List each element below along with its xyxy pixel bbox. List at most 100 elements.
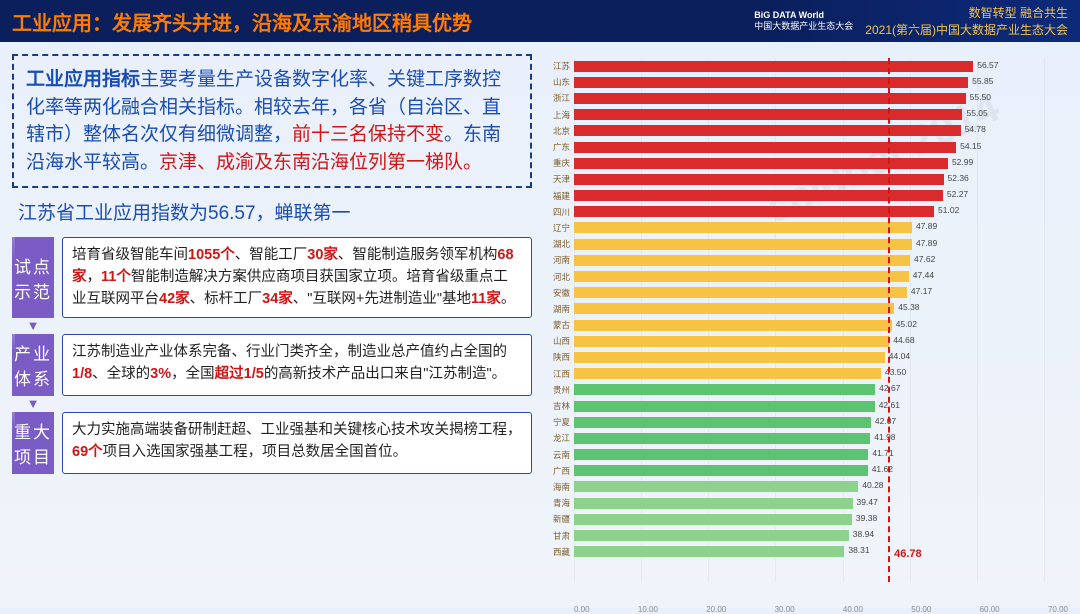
- bar-row: 陕西 44.04: [542, 349, 1068, 365]
- bar: [574, 449, 868, 460]
- bar-value: 52.99: [952, 157, 973, 167]
- bar-row: 江西43.50: [542, 366, 1068, 382]
- bar: [574, 206, 934, 217]
- bar-value: 39.47: [857, 497, 878, 507]
- page-title: 工业应用：发展齐头并进，沿海及京渝地区稍具优势: [12, 7, 472, 36]
- bar-label: 甘肃: [542, 530, 570, 542]
- bar-row: 云南41.71: [542, 447, 1068, 463]
- avg-line: [888, 58, 890, 582]
- bar-label: 湖北: [542, 238, 570, 250]
- bar-label: 广西: [542, 465, 570, 477]
- bar: [574, 142, 956, 153]
- bar-label: 山西: [542, 335, 570, 347]
- bar-chart: 江苏 56.57 山东 55.85 浙江55.50 上海 55.05 北京 54.78 广东54.…: [542, 58, 1068, 600]
- bar: [574, 61, 973, 72]
- bar-label: 重庆: [542, 157, 570, 169]
- bar-label: 山东: [542, 76, 570, 88]
- bar-label: 河南: [542, 254, 570, 266]
- bar: [574, 239, 912, 250]
- intro-key: 工业应用指标: [26, 69, 140, 90]
- bar-value: 47.89: [916, 221, 937, 231]
- bar-value: 47.44: [913, 270, 934, 280]
- bar-row: 甘肃38.94: [542, 527, 1068, 543]
- bar-label: 江苏: [542, 60, 570, 72]
- bar-label: 河北: [542, 271, 570, 283]
- bar: [574, 287, 907, 298]
- bar: [574, 336, 889, 347]
- header-logo: BiG DATA World 中国大数据产业生态大会 数智转型 融合共生 202…: [754, 4, 1068, 38]
- bar-row: 上海 55.05: [542, 107, 1068, 123]
- bar: [574, 417, 871, 428]
- bar-row: 河北 47.44: [542, 268, 1068, 284]
- bar-row: 四川51.02: [542, 204, 1068, 220]
- logo-brand: BiG DATA World: [754, 10, 853, 21]
- logo-sub: 中国大数据产业生态大会: [754, 21, 853, 32]
- bar-label: 北京: [542, 125, 570, 137]
- bar-label: 安徽: [542, 287, 570, 299]
- bar: [574, 384, 875, 395]
- bar-value: 55.85: [972, 76, 993, 86]
- left-column: 工业应用指标主要考量生产设备数字化率、关键工序数控化率等两化融合相关指标。相较去…: [12, 54, 532, 600]
- bar-row: 宁夏42.07: [542, 414, 1068, 430]
- bar-row: 安徽47.17: [542, 285, 1068, 301]
- header-tag-2: 2021(第六届)中国大数据产业生态大会: [865, 21, 1068, 38]
- bar-row: 龙江41.98: [542, 430, 1068, 446]
- content: 工业应用指标主要考量生产设备数字化率、关键工序数控化率等两化融合相关指标。相较去…: [0, 42, 1080, 608]
- bar: [574, 320, 892, 331]
- bar-row: 广东54.15: [542, 139, 1068, 155]
- bar-value: 55.50: [970, 92, 991, 102]
- header-tag-1: 数智转型 融合共生: [865, 4, 1068, 21]
- bar-value: 44.04: [889, 351, 910, 361]
- bar-value: 54.15: [960, 141, 981, 151]
- bar-row: 海南 40.28: [542, 479, 1068, 495]
- tag-3: 重大项目: [12, 412, 54, 474]
- arrow-2: ▼: [12, 400, 54, 408]
- block-1: 试点示范 培育省级智能车间1055个、智能工厂30家、智能制造服务领军机构68家…: [12, 237, 532, 318]
- bar-row: 贵州42.67: [542, 382, 1068, 398]
- bar: [574, 498, 853, 509]
- bar-row: 吉林42.61: [542, 398, 1068, 414]
- bar-value: 45.02: [896, 319, 917, 329]
- bar: [574, 303, 894, 314]
- bar-value: 52.27: [947, 189, 968, 199]
- bar-value: 40.28: [862, 480, 883, 490]
- bar-row: 河南 47.62: [542, 252, 1068, 268]
- intro-box: 工业应用指标主要考量生产设备数字化率、关键工序数控化率等两化融合相关指标。相较去…: [12, 54, 532, 188]
- bar-row: 浙江55.50: [542, 90, 1068, 106]
- bar-row: 湖南45.38: [542, 301, 1068, 317]
- bar-value: 51.02: [938, 205, 959, 215]
- bar-value: 55.05: [966, 108, 987, 118]
- block-2: 产业体系 江苏制造业产业体系完备、行业门类齐全，制造业总产值约占全国的1/8、全…: [12, 334, 532, 396]
- bar-row: 辽宁47.89: [542, 220, 1068, 236]
- bar: [574, 465, 868, 476]
- bar: [574, 109, 962, 120]
- bar-row: 湖北47.89: [542, 236, 1068, 252]
- bar-value: 56.57: [977, 60, 998, 70]
- arrow-1: ▼: [12, 322, 54, 330]
- bar: [574, 271, 909, 282]
- bar-row: 青海39.47: [542, 495, 1068, 511]
- bar: [574, 481, 858, 492]
- bar-label: 蒙古: [542, 319, 570, 331]
- box-3: 大力实施高端装备研制赶超、工业强基和关键核心技术攻关揭榜工程，69个项目入选国家…: [62, 412, 532, 474]
- bar-value: 41.98: [874, 432, 895, 442]
- bar: [574, 546, 844, 557]
- bar: [574, 401, 875, 412]
- bar: [574, 433, 870, 444]
- bar-row: 北京 54.78: [542, 123, 1068, 139]
- bar-row: 广西41.62: [542, 463, 1068, 479]
- bar-label: 陕西: [542, 351, 570, 363]
- bar-value: 39.38: [856, 513, 877, 523]
- bar-label: 宁夏: [542, 416, 570, 428]
- bar-value: 41.71: [872, 448, 893, 458]
- bar-label: 吉林: [542, 400, 570, 412]
- header: 工业应用：发展齐头并进，沿海及京渝地区稍具优势 BiG DATA World 中…: [0, 0, 1080, 42]
- bar-label: 上海: [542, 109, 570, 121]
- bar-label: 江西: [542, 368, 570, 380]
- bar-row: 山西44.68: [542, 333, 1068, 349]
- avg-label: 46.78: [894, 548, 922, 560]
- bar-label: 海南: [542, 481, 570, 493]
- bar-value: 54.78: [965, 124, 986, 134]
- bar-value: 47.62: [914, 254, 935, 264]
- tag-1: 试点示范: [12, 237, 54, 318]
